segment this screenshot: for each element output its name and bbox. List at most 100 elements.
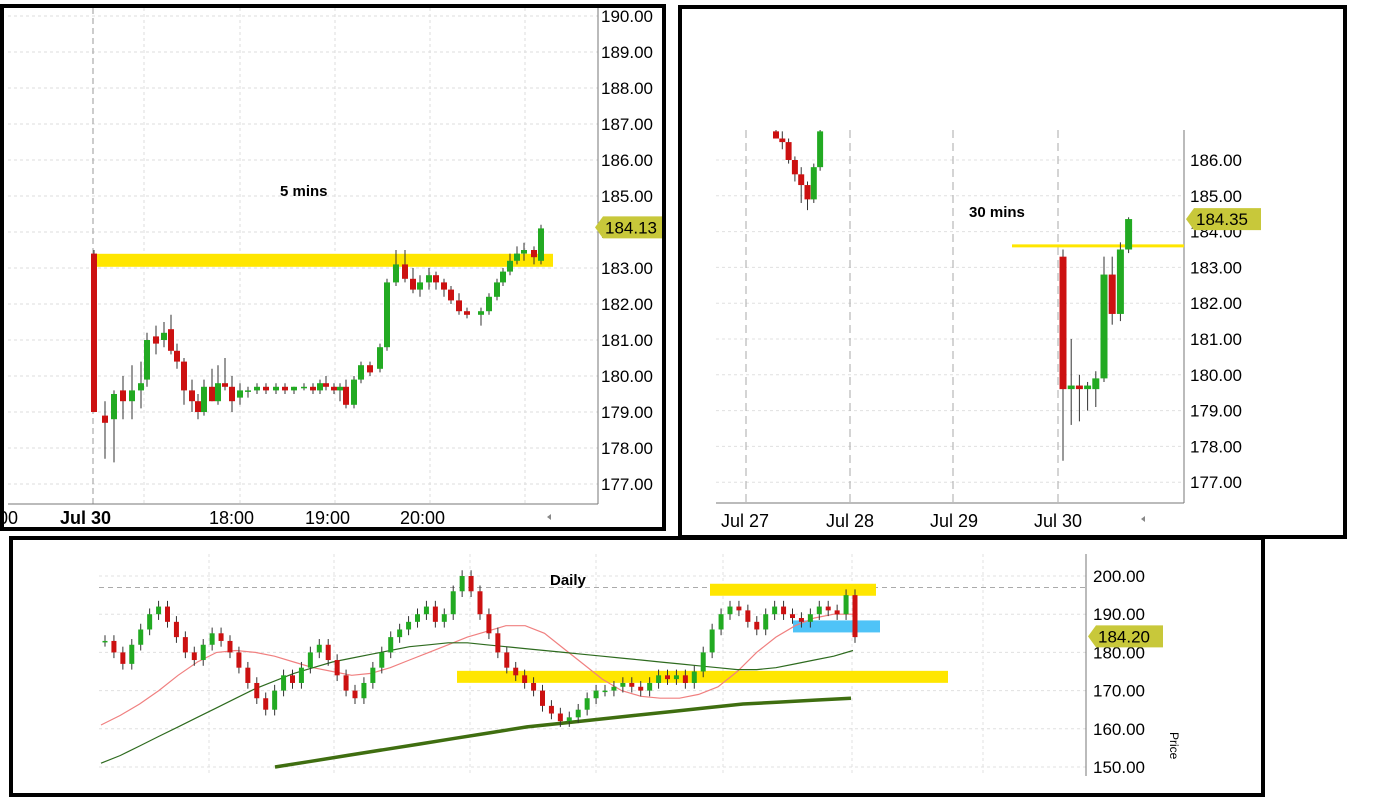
candle-body [91, 253, 97, 412]
candle-body [798, 174, 805, 186]
candle-body [763, 614, 769, 630]
y-tick-label: 178.00 [1190, 437, 1242, 456]
y-tick-label: 185.00 [601, 187, 653, 206]
candle-body [538, 228, 544, 261]
candle-body [168, 329, 174, 351]
candle-body [1075, 385, 1083, 390]
y-tick-label: 190.00 [1093, 605, 1145, 624]
candle-body [432, 606, 438, 622]
candle-body [522, 675, 528, 683]
candle-body [102, 640, 108, 643]
candle-body [1125, 219, 1133, 250]
candle-body [201, 386, 207, 412]
candle-body [486, 296, 492, 312]
candle-body [531, 682, 537, 691]
x-tick-label: 19:00 [305, 508, 350, 527]
y-tick-label: 179.00 [1190, 402, 1242, 421]
candle-body [282, 386, 288, 391]
candle-body [441, 614, 447, 622]
candle-body [209, 386, 215, 402]
candle-body [456, 300, 462, 312]
y-tick-label: 185.00 [1190, 187, 1242, 206]
candle-body [290, 675, 295, 683]
candle-body [384, 282, 390, 348]
candle-body [1108, 274, 1116, 314]
candle-body [834, 610, 840, 615]
candle-body [448, 289, 454, 301]
candle-body [790, 614, 795, 619]
current-price-label: 184.13 [605, 218, 657, 237]
y-tick-label: 180.00 [1190, 366, 1242, 385]
candle-body [791, 160, 798, 175]
candle-body [388, 637, 394, 653]
candle-body [351, 379, 357, 405]
candle-body [718, 614, 724, 630]
candle-body [507, 260, 513, 272]
candle-body [557, 713, 563, 722]
candle-body [807, 614, 813, 622]
support-level-band [793, 620, 880, 633]
candle-body [727, 606, 733, 615]
candle-body [754, 621, 760, 630]
current-price-label: 184.20 [1098, 627, 1150, 646]
candle-body [245, 667, 251, 683]
candle-body [397, 629, 403, 638]
candle-body [189, 390, 195, 402]
candle-body [415, 614, 420, 622]
candles-group [773, 130, 1133, 461]
x-tick-label: Jul 27 [721, 511, 769, 531]
candle-body [181, 361, 187, 391]
y-tick-label: 178.00 [601, 439, 653, 458]
y-tick-label: 183.00 [1190, 258, 1242, 277]
candle-body [593, 690, 599, 699]
candle-body [682, 675, 688, 683]
candle-body [513, 667, 519, 676]
y-tick-label: 160.00 [1093, 720, 1145, 739]
chart-title: Daily [550, 572, 587, 589]
candle-body [337, 386, 343, 391]
candle-body [647, 682, 653, 691]
scroll-arrow-icon[interactable] [547, 514, 551, 520]
scroll-arrow-icon[interactable] [1141, 516, 1145, 522]
candle-body [584, 698, 590, 710]
candle-body [227, 640, 233, 653]
candle-body [263, 698, 269, 710]
candle-body [254, 682, 260, 699]
candle-body [804, 185, 811, 200]
candle-body [602, 690, 608, 693]
candle-body [638, 686, 644, 691]
candle-body [450, 591, 456, 615]
candle-body [779, 138, 786, 143]
candle-body [464, 311, 470, 315]
moving-average-line [100, 642, 854, 764]
candle-body [102, 415, 108, 423]
chart-panel-5min: 190.00 189.00 188.00 187.00 186.00 185.00 184.… [0, 4, 666, 531]
candle-body [402, 264, 408, 279]
candle-body [273, 386, 279, 391]
candle-body [229, 386, 235, 402]
candle-body [138, 383, 144, 391]
candle-body [156, 606, 162, 615]
y-tick-label: 190.00 [601, 8, 653, 26]
candle-body [798, 618, 804, 622]
candle-body [1084, 385, 1092, 390]
x-tick-label: Jul 30 [60, 508, 111, 527]
current-price-label: 184.35 [1196, 210, 1248, 229]
chart-title: 5 mins [280, 183, 328, 200]
current-price-marker [1088, 625, 1163, 648]
candle-body [468, 576, 474, 592]
y-tick-label: 183.00 [601, 259, 653, 278]
x-tick-label: Jul 29 [930, 511, 978, 531]
candle-body [153, 336, 159, 344]
candle-body [810, 167, 817, 200]
candle-body [575, 709, 581, 718]
y-tick-label: 188.00 [601, 79, 653, 98]
candle-body [1100, 274, 1108, 379]
candle-body [237, 390, 243, 398]
support-level-band [457, 670, 948, 683]
candle-body [200, 644, 206, 661]
candle-body [129, 644, 135, 664]
current-price-marker [1186, 208, 1261, 231]
candle-body [236, 652, 242, 668]
candle-body [129, 390, 135, 402]
